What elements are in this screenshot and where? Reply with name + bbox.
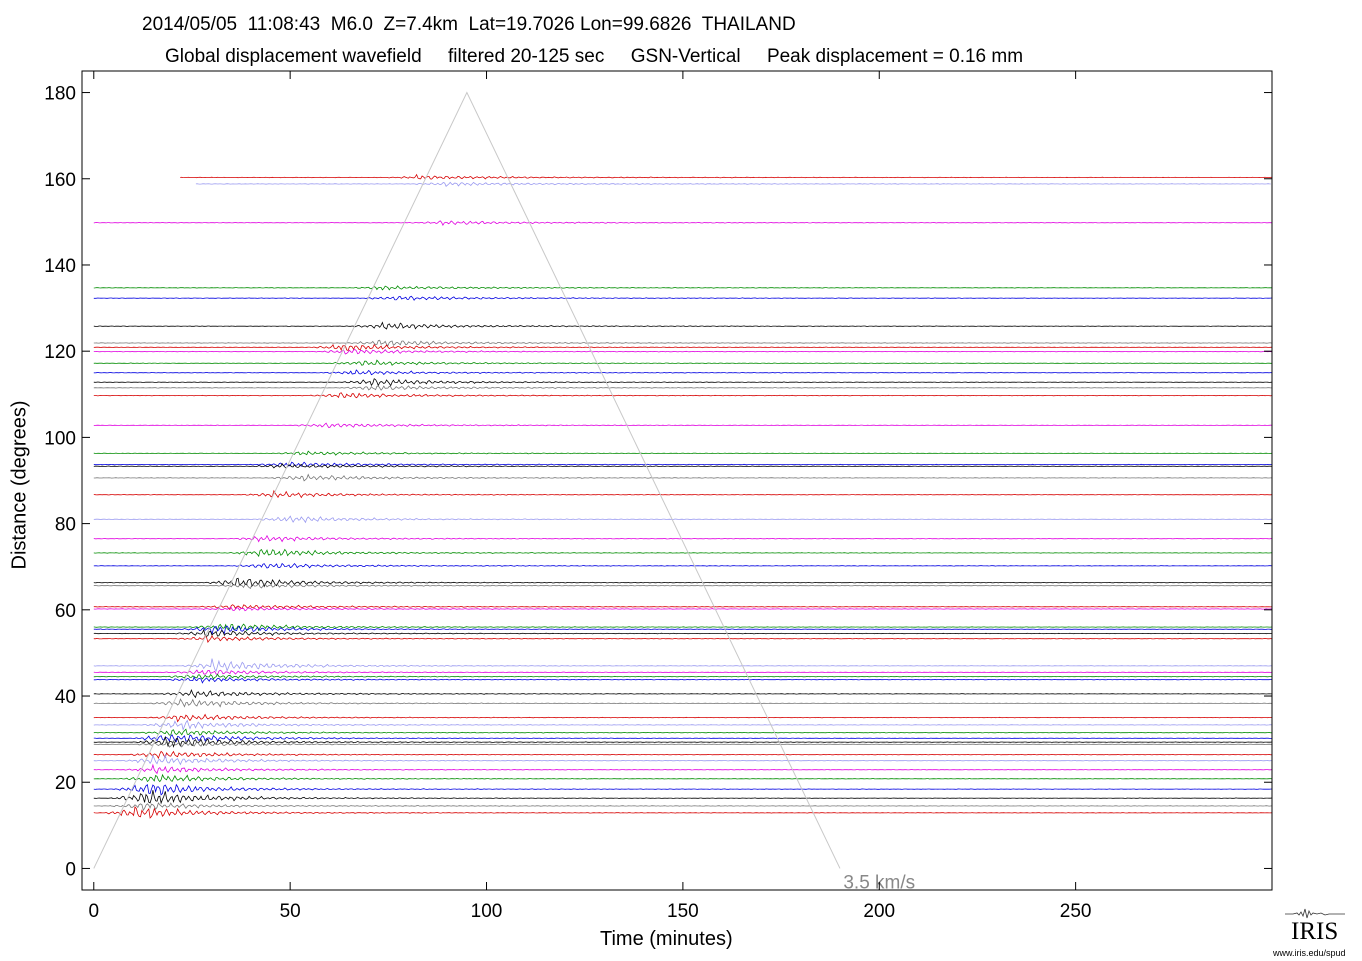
- iris-logo-text: IRIS: [1291, 918, 1339, 945]
- y-tick-label: 0: [65, 859, 76, 880]
- seismogram-trace: [93, 369, 1272, 376]
- seismogram-trace: [93, 562, 1272, 569]
- x-tick-label: 250: [1060, 901, 1092, 922]
- seismogram-trace: [93, 673, 1272, 680]
- chart-title-line-2: Global displacement wavefield filtered 2…: [165, 46, 1024, 67]
- iris-logo-url[interactable]: www.iris.edu/spud: [1273, 948, 1346, 958]
- seismogram-trace: [93, 392, 1272, 399]
- seismogram-trace: [93, 750, 1272, 760]
- x-tick-label: 100: [471, 901, 503, 922]
- seismogram-trace: [93, 577, 1272, 588]
- seismogram-trace: [93, 422, 1272, 429]
- seismogram-trace: [93, 635, 1272, 643]
- seismogram-trace: [93, 385, 1272, 391]
- seismogram-trace: [93, 763, 1272, 775]
- seismogram-trace: [93, 669, 1272, 676]
- seismogram-trace: [93, 790, 1272, 805]
- y-tick-label: 80: [55, 515, 76, 536]
- seismogram-trace: [93, 489, 1272, 499]
- seismogram-trace: [93, 285, 1272, 291]
- x-tick-label: 150: [667, 901, 699, 922]
- seismogram-trace: [93, 734, 1272, 743]
- seismogram-trace: [93, 604, 1272, 611]
- plot-frame: [81, 70, 1273, 891]
- seismogram-trace: [93, 773, 1272, 783]
- x-tick-label: 0: [88, 901, 99, 922]
- seismogram-trace: [195, 181, 1271, 187]
- chart-title-line-1: 2014/05/05 11:08:43 M6.0 Z=7.4km Lat=19.…: [142, 14, 796, 35]
- x-axis-label: Time (minutes): [600, 928, 733, 950]
- seismogram-trace: [93, 728, 1272, 736]
- seismogram-trace: [93, 688, 1272, 699]
- seismogram-trace: [93, 343, 1272, 352]
- seismogram-trace: [93, 534, 1272, 543]
- y-axis-label: Distance (degrees): [8, 400, 31, 570]
- seismogram-trace: [93, 220, 1272, 227]
- seismogram-trace: [93, 606, 1272, 612]
- seismogram-trace: [93, 753, 1272, 766]
- y-tick-label: 40: [55, 687, 76, 708]
- seismogram-trace: [93, 450, 1272, 456]
- x-tick-label: 200: [863, 901, 895, 922]
- seismogram-trace: [180, 173, 1272, 180]
- seismogram-trace: [93, 295, 1272, 301]
- seismogram-trace: [93, 339, 1272, 347]
- seismogram-trace: [93, 625, 1272, 636]
- seismogram-trace: [93, 582, 1272, 589]
- seismogram-trace: [93, 713, 1272, 723]
- seismogram-trace: [93, 783, 1272, 796]
- seismogram-trace: [93, 628, 1272, 637]
- seismogram-trace: [93, 515, 1272, 524]
- seismogram-trace: [93, 658, 1272, 673]
- y-tick-label: 120: [44, 342, 76, 363]
- seismogram-trace: [93, 623, 1272, 632]
- seismogram-trace: [93, 473, 1272, 482]
- iris-waveform-icon: [1285, 908, 1345, 919]
- seismogram-trace: [93, 735, 1272, 748]
- y-tick-label: 180: [44, 84, 76, 105]
- seismogram-trace: [93, 349, 1272, 355]
- seismogram-trace: [93, 676, 1272, 684]
- seismogram-trace: [93, 359, 1272, 366]
- velocity-line: [93, 91, 841, 869]
- y-tick-label: 160: [44, 170, 76, 191]
- y-tick-label: 100: [44, 428, 76, 449]
- seismogram-trace: [93, 739, 1272, 748]
- seismogram-trace: [93, 719, 1272, 731]
- y-tick-label: 20: [55, 773, 76, 794]
- seismogram-trace: [93, 806, 1272, 819]
- seismogram-trace: [93, 462, 1272, 469]
- y-tick-label: 140: [44, 256, 76, 277]
- seismogram-trace: [93, 698, 1272, 708]
- seismogram-trace: [93, 321, 1272, 330]
- seismogram-trace: [93, 548, 1272, 558]
- seismogram-trace: [93, 378, 1272, 387]
- y-tick-label: 60: [55, 601, 76, 622]
- seismogram-trace: [93, 802, 1272, 812]
- x-tick-label: 50: [280, 901, 301, 922]
